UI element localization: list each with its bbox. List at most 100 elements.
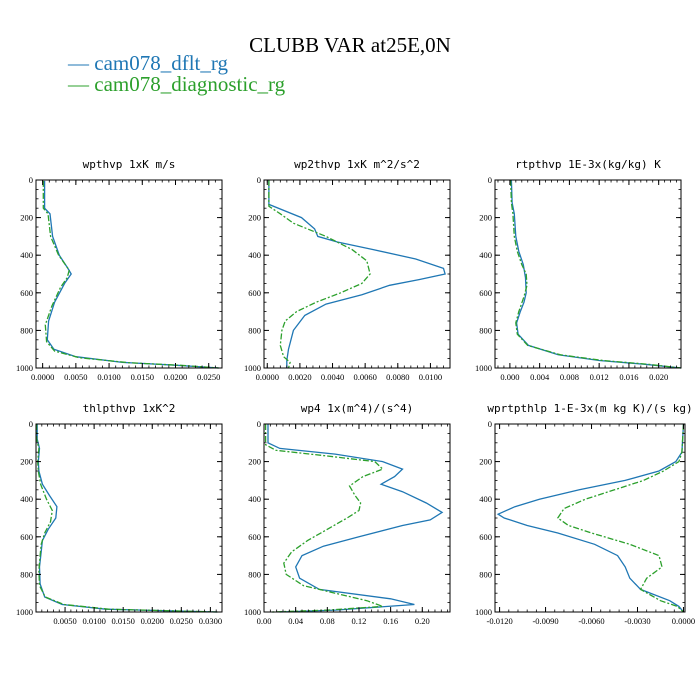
x-tick-label: 0.016 [619,372,638,382]
x-tick-label: 0.004 [530,372,550,382]
plot-frame [494,423,686,613]
plot-frame [35,179,223,369]
y-tick-label: 200 [479,457,492,467]
x-tick-label: 0.008 [560,372,579,382]
y-tick-label: 600 [20,532,33,542]
x-tick-label: 0.012 [590,372,609,382]
y-tick-label: 400 [479,250,492,260]
x-tick-label: -0.0060 [578,616,604,626]
x-tick-label: 0.0150 [131,372,154,382]
x-tick-label: 0.0200 [141,616,164,626]
legend-entry-diagnostic: — cam078_diagnostic_rg [67,72,286,96]
y-tick-label: 800 [248,325,261,335]
x-tick-label: 0.000 [500,372,519,382]
panel-title: wprtpthlp 1-E-3x(m kg K)/(s kg) [487,402,692,415]
y-tick-label: 200 [20,457,33,467]
y-tick-label: 1000 [475,607,492,617]
series-line-diagnostic [35,424,218,613]
legend-entry-dflt: — cam078_dflt_rg [67,51,229,75]
x-tick-label: 0.00 [257,616,272,626]
y-tick-label: 1000 [244,363,261,373]
series-line-dflt [268,180,446,368]
x-tick-label: 0.0050 [64,372,87,382]
x-tick-label: 0.16 [383,616,398,626]
y-tick-label: 400 [20,494,33,504]
y-tick-label: 200 [248,457,261,467]
series-line-dflt [496,423,685,613]
y-tick-label: 600 [248,288,261,298]
series-line-diagnostic [268,180,371,369]
panel-4: thlpthvp 1xK^2 0 200 400 600 800 1000 0.0050 0.0… [16,402,223,626]
y-tick-label: 0 [29,419,33,429]
series-line-dflt [510,179,682,369]
x-tick-label: 0.0000 [672,616,695,626]
y-tick-label: 1000 [475,363,492,373]
y-tick-label: 0 [29,175,33,185]
y-tick-label: 1000 [244,607,261,617]
y-tick-label: 0 [257,175,261,185]
y-tick-label: 600 [479,532,492,542]
y-tick-label: 600 [248,532,261,542]
panel-title: wpthvp 1xK m/s [83,158,176,171]
series-line-dflt [267,424,444,613]
x-tick-label: 0.0040 [321,372,344,382]
x-tick-label: 0.0100 [97,372,120,382]
x-tick-label: 0.0250 [197,372,220,382]
series-line-diagnostic [42,180,219,369]
panel-title: wp2thvp 1xK m^2/s^2 [294,158,420,171]
y-tick-label: 200 [20,213,33,223]
chart-title: CLUBB VAR at25E,0N [249,33,451,57]
x-tick-label: 0.0080 [386,372,409,382]
legend: — cam078_dflt_rg — cam078_diagnostic_rg [67,51,286,96]
y-tick-label: 0 [488,175,492,185]
y-tick-label: 400 [479,494,492,504]
x-tick-label: 0.0300 [199,616,222,626]
x-tick-label: 0.0150 [112,616,135,626]
y-tick-label: 400 [20,250,33,260]
x-tick-label: 0.12 [352,616,367,626]
y-tick-label: 800 [20,325,33,335]
x-tick-label: 0.020 [649,372,668,382]
x-tick-label: 0.0250 [170,616,193,626]
series-line-dflt [43,180,219,369]
series-line-diagnostic [509,179,682,369]
series-line-dflt [36,424,218,613]
x-tick-label: 0.0000 [256,372,279,382]
y-tick-label: 600 [20,288,33,298]
series-line-diagnostic [556,423,685,613]
x-tick-label: -0.0090 [532,616,558,626]
y-tick-label: 800 [479,325,492,335]
y-tick-label: 800 [20,569,33,579]
legend-marker-dflt: — [67,51,94,75]
plot-frame [263,179,451,369]
y-tick-label: 800 [248,569,261,579]
x-tick-label: -0.0030 [624,616,650,626]
y-tick-label: 800 [479,569,492,579]
panel-title: wp4 1x(m^4)/(s^4) [301,402,414,415]
panel-2: wp2thvp 1xK m^2/s^2020040060080010000.00… [244,158,451,382]
y-tick-label: 1000 [16,607,33,617]
x-tick-label: 0.08 [320,616,335,626]
x-tick-label: 0.0100 [82,616,105,626]
y-tick-label: 200 [248,213,261,223]
y-tick-label: 0 [488,419,492,429]
series-line-diagnostic [264,424,384,613]
x-tick-label: 0.0000 [31,372,54,382]
y-tick-label: 200 [479,213,492,223]
x-tick-label: 0.0200 [164,372,187,382]
x-tick-label: 0.0100 [419,372,442,382]
x-tick-label: 0.0050 [53,616,76,626]
x-tick-label: 0.0060 [353,372,376,382]
plot-frame [35,423,223,613]
panel-title: thlpthvp 1xK^2 [83,402,176,415]
y-tick-label: 600 [479,288,492,298]
y-tick-label: 400 [248,250,261,260]
x-tick-label: -0.0120 [486,616,512,626]
legend-marker-diagnostic: — [67,72,94,96]
legend-label-dflt: cam078_dflt_rg [94,51,228,75]
x-tick-label: 0.0020 [288,372,311,382]
